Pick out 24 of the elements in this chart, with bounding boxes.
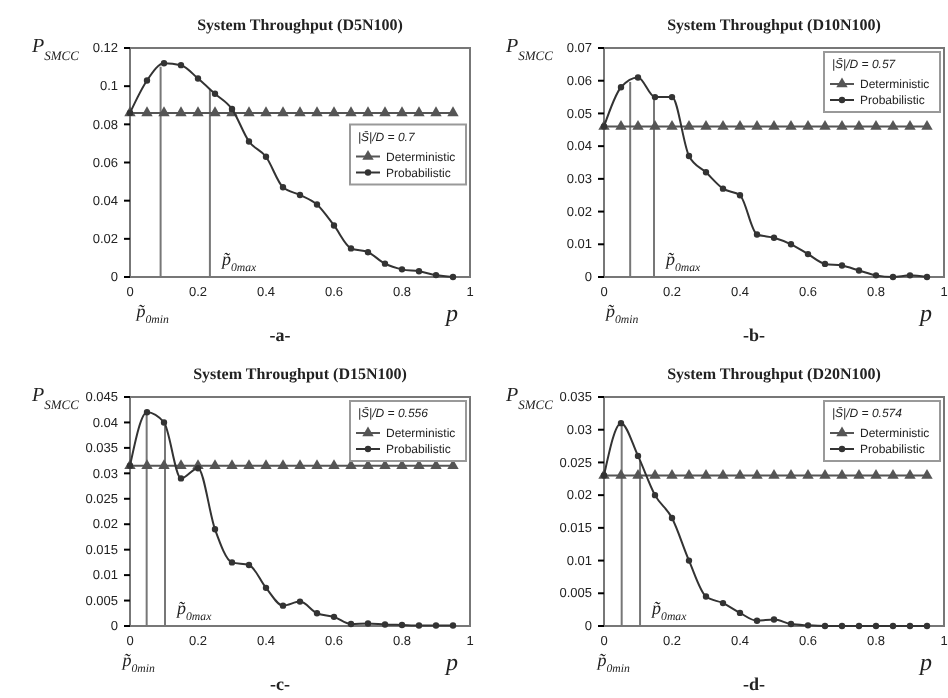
y-axis-title: P$_{SMCC}$ (504, 36, 555, 63)
x-axis-title: p (444, 299, 458, 327)
ref-line-label: p̃$_{0min}$ (603, 301, 639, 327)
y-axis-title: P$_{SMCC}$ (30, 36, 81, 63)
chart-title: System Throughput (D10N100) (667, 16, 882, 34)
ref-line-label: p̃$_{0min}$ (120, 650, 155, 676)
ref-line-label: p̃$_{0min}$ (134, 301, 169, 327)
ref-line-label: p̃$_{0min}$ (595, 650, 631, 676)
ref-line-label: p̃$_{0max}$ (175, 598, 213, 624)
x-axis-title: p (918, 648, 932, 676)
chart-title: System Throughput (D15N100) (193, 365, 408, 383)
chart-title: System Throughput (D5N100) (197, 16, 404, 34)
chart-title: System Throughput (D20N100) (667, 365, 882, 383)
text: -b- (743, 325, 765, 345)
ref-line-label: p̃$_{0max}$ (219, 249, 258, 275)
y-axis-title: P$_{SMCC}$ (30, 385, 81, 412)
ref-line-label: p̃$_{0max}$ (650, 598, 688, 624)
x-axis-title: p (444, 648, 458, 676)
text: -a- (269, 325, 291, 345)
ref-line-label: p̃$_{0max}$ (663, 249, 702, 275)
x-axis-title: p (918, 299, 932, 327)
text: -c- (270, 674, 290, 694)
text: -d- (743, 674, 765, 694)
y-axis-title: P$_{SMCC}$ (504, 385, 555, 412)
